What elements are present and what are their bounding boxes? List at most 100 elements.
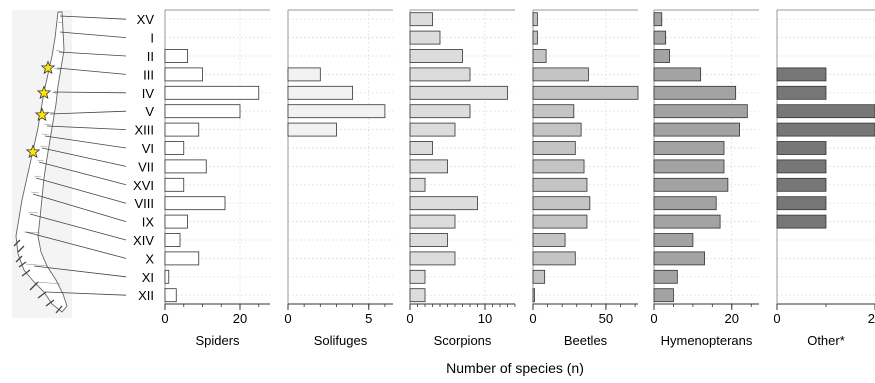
region-label-xii: XII xyxy=(138,288,154,303)
bar-other-viii xyxy=(776,196,827,211)
bar-beetles-i xyxy=(532,30,538,45)
leader-line-iii xyxy=(56,67,127,75)
bar-hymenopterans-xv xyxy=(653,12,663,27)
bar-other-vi xyxy=(776,141,827,155)
leader-line-vi xyxy=(44,135,127,149)
bar-spiders-xvi xyxy=(164,177,185,192)
region-borders xyxy=(23,21,63,285)
region-leader-lines xyxy=(25,15,127,296)
bar-other-iii xyxy=(776,67,827,82)
bar-spiders-xiii xyxy=(164,122,200,137)
region-label-v: V xyxy=(145,104,154,119)
bar-beetles-xiii xyxy=(532,122,582,137)
bar-solifuges-v xyxy=(287,104,386,119)
bar-other-xiii xyxy=(776,122,875,137)
bar-spiders-vii xyxy=(164,159,207,174)
tick-label-scorpions-10: 10 xyxy=(478,311,492,326)
bar-beetles-vi xyxy=(532,141,576,155)
bar-spiders-xiv xyxy=(164,233,181,247)
bar-scorpions-vii xyxy=(409,159,448,174)
region-label-xvi: XVI xyxy=(133,178,154,193)
region-label-xiv: XIV xyxy=(133,233,154,248)
bar-beetles-vii xyxy=(532,159,585,174)
bar-scorpions-ix xyxy=(409,214,456,229)
leader-line-x xyxy=(25,231,127,259)
bar-spiders-iv xyxy=(164,85,260,100)
bar-spiders-iii xyxy=(164,67,203,82)
region-label-iii: III xyxy=(143,67,154,82)
star-icon-iii xyxy=(40,60,56,75)
tick-label-scorpions-0: 0 xyxy=(406,311,413,326)
star-icon-vii xyxy=(25,144,41,159)
tick-label-spiders-20: 20 xyxy=(233,311,247,326)
leader-line-i xyxy=(59,31,127,38)
bar-hymenopterans-xvi xyxy=(653,177,729,192)
region-label-ix: IX xyxy=(142,215,155,230)
bar-hymenopterans-ii xyxy=(653,49,670,63)
bar-scorpions-xi xyxy=(409,269,426,284)
bar-beetles-ix xyxy=(532,214,588,229)
bar-hymenopterans-viii xyxy=(653,196,717,211)
bar-solifuges-iv xyxy=(287,85,354,100)
panel-title-other: Other* xyxy=(807,333,845,348)
bar-hymenopterans-xi xyxy=(653,269,678,284)
bar-spiders-ix xyxy=(164,214,188,229)
bar-hymenopterans-vi xyxy=(653,141,725,155)
bar-scorpions-vi xyxy=(409,141,433,155)
tick-label-beetles-0: 0 xyxy=(529,311,536,326)
leader-line-iv xyxy=(53,91,127,94)
study-site-stars xyxy=(25,60,56,159)
leader-line-xv xyxy=(59,15,127,20)
bar-hymenopterans-x xyxy=(653,251,705,266)
bar-hymenopterans-xii xyxy=(653,288,674,303)
bar-scorpions-xii xyxy=(409,288,426,303)
star-icon-v xyxy=(34,107,50,122)
bar-spiders-vi xyxy=(164,141,185,155)
tick-label-beetles-50: 50 xyxy=(599,311,613,326)
bar-scorpions-viii xyxy=(409,196,478,211)
panel-title-hymenopterans: Hymenopterans xyxy=(661,333,753,348)
bar-beetles-xvi xyxy=(532,177,588,192)
panel-scorpions: 0 10 Scorpions xyxy=(406,9,516,348)
panel-title-beetles: Beetles xyxy=(564,333,608,348)
bar-hymenopterans-iii xyxy=(653,67,702,82)
bar-scorpions-iii xyxy=(409,67,471,82)
bar-scorpions-iv xyxy=(409,85,508,100)
bar-spiders-xii xyxy=(164,288,177,303)
panel-title-scorpions: Scorpions xyxy=(434,333,492,348)
leader-line-xii xyxy=(45,291,127,296)
tick-label-solifuges-0: 0 xyxy=(284,311,291,326)
region-label-xiii: XIII xyxy=(134,123,154,138)
region-label-iv: IV xyxy=(142,86,155,101)
x-axis-title: Number of species (n) xyxy=(446,360,584,376)
bar-beetles-iii xyxy=(532,67,589,82)
region-label-viii: VIII xyxy=(134,196,154,211)
bar-other-iv xyxy=(776,85,827,100)
bar-hymenopterans-v xyxy=(653,104,748,119)
southern-islands xyxy=(13,239,63,314)
region-label-ii: II xyxy=(147,49,154,64)
tick-label-hymenopterans-0: 0 xyxy=(650,311,657,326)
bar-beetles-ii xyxy=(532,49,547,63)
bar-solifuges-iii xyxy=(287,67,321,82)
bar-beetles-viii xyxy=(532,196,591,211)
leader-line-vii xyxy=(41,147,127,167)
bar-scorpions-xv xyxy=(409,12,433,27)
bar-scorpions-xiv xyxy=(409,233,448,247)
leader-line-xiii xyxy=(46,125,127,130)
bar-spiders-v xyxy=(164,104,241,119)
tick-label-spiders-0: 0 xyxy=(161,311,168,326)
chile-map xyxy=(12,10,72,318)
bar-beetles-xv xyxy=(532,12,538,27)
bar-hymenopterans-vii xyxy=(653,159,725,174)
region-label-xv: XV xyxy=(137,12,155,27)
bar-beetles-xi xyxy=(532,269,546,284)
bar-spiders-xi xyxy=(164,269,170,284)
panel-solifuges: 0 5 Solifuges xyxy=(284,9,393,348)
bar-hymenopterans-ix xyxy=(653,214,721,229)
bar-hymenopterans-iv xyxy=(653,85,737,100)
